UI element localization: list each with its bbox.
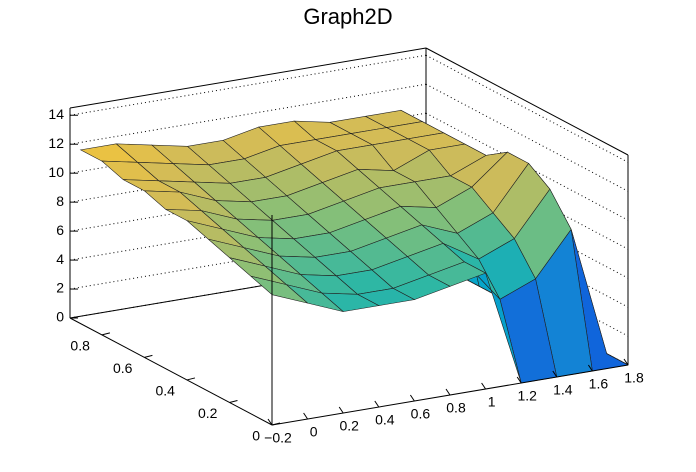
x-tick [481, 382, 487, 390]
z-tick-label: 4 [56, 251, 64, 267]
surface [79, 109, 629, 384]
box-edge [425, 47, 629, 156]
z-tick-label: 8 [56, 193, 64, 209]
z-tick-label: 10 [48, 164, 64, 180]
grid-line [69, 54, 427, 116]
y-tick [229, 399, 238, 403]
x-tick-label: 0.2 [339, 418, 359, 434]
x-tick [303, 412, 309, 420]
y-axis [69, 317, 273, 426]
x-tick [267, 418, 273, 426]
z-tick-label: 0 [56, 309, 64, 325]
x-tick [623, 358, 629, 366]
y-tick [144, 354, 153, 358]
x-tick-label: 1 [488, 394, 496, 410]
z-tick-label: 6 [56, 222, 64, 238]
x-tick-label: 0.8 [446, 400, 466, 416]
z-tick-label: 12 [48, 135, 64, 151]
x-tick-label: 0.6 [411, 406, 431, 422]
z-tick-label: 2 [56, 280, 64, 296]
surface-cell [250, 275, 308, 304]
y-tick-label: 0.8 [70, 338, 90, 354]
y-tick [186, 377, 196, 381]
y-tick [101, 332, 111, 336]
x-tick [552, 370, 558, 378]
x-tick-label: 0.4 [375, 412, 395, 428]
y-tick [271, 422, 281, 426]
x-tick [409, 394, 415, 402]
x-tick-label: 0 [310, 424, 318, 440]
y-tick-label: 0 [252, 428, 260, 444]
y-tick-label: 0.4 [155, 383, 175, 399]
x-tick-label: 1.2 [517, 388, 537, 404]
x-tick [587, 364, 593, 372]
x-tick [445, 388, 451, 396]
x-tick-label: −0.2 [264, 430, 292, 446]
x-tick [516, 376, 522, 384]
chart-title: Graph2D [303, 4, 392, 29]
x-tick-label: 1.6 [589, 376, 609, 392]
x-tick [338, 406, 344, 414]
x-tick-label: 1.8 [624, 370, 644, 386]
grid-line [69, 83, 427, 145]
box-edge [69, 47, 427, 109]
x-tick-label: 1.4 [553, 382, 573, 398]
axes: −0.2 0 0.2 0.4 0.6 0.8 1 1.2 1.4 1.6 1.800.20.40.6… [69, 215, 644, 446]
y-tick-label: 0.6 [113, 360, 133, 376]
z-tick-label: 14 [48, 106, 64, 122]
x-tick [374, 400, 380, 408]
y-tick-label: 0.2 [198, 405, 218, 421]
